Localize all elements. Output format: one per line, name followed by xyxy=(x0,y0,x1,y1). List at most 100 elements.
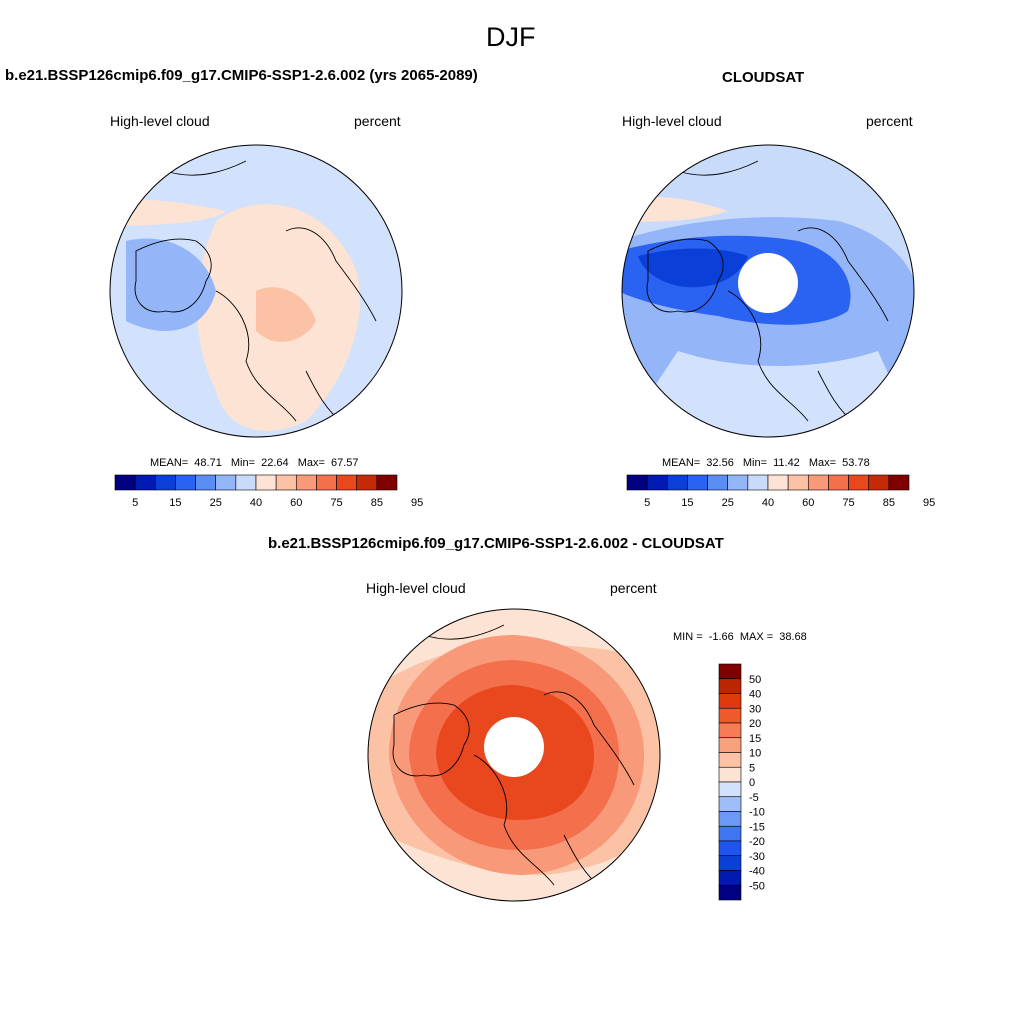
colorbar-swatch xyxy=(718,855,742,871)
colorbar-swatch xyxy=(787,474,809,491)
colorbar-tick-label: -40 xyxy=(749,866,765,878)
colorbar-swatch xyxy=(666,474,688,491)
panel2-max-value: 53.78 xyxy=(842,457,870,469)
colorbar-tick-label: 30 xyxy=(749,703,761,715)
panel1-colorbar: 5 15 25 40 60 75 85 95 xyxy=(114,474,423,509)
colorbar-swatch xyxy=(215,474,237,491)
colorbar-swatch xyxy=(718,707,742,724)
panel2-coastlines xyxy=(646,160,889,427)
colorbar-swatch xyxy=(626,474,648,491)
panel1-min-label: Min= xyxy=(230,457,256,469)
colorbar-tick-label: 60 xyxy=(802,497,814,509)
colorbar-swatch xyxy=(718,811,742,827)
panel2-mean-value: 32.56 xyxy=(706,457,734,469)
colorbar-tick-label: 25 xyxy=(210,497,222,509)
colorbar-tick-label: 95 xyxy=(411,497,423,509)
colorbar-swatch xyxy=(316,474,337,491)
colorbar-swatch xyxy=(255,474,277,491)
panel1-mean-value: 48.71 xyxy=(194,457,222,469)
panel1-min-value: 22.64 xyxy=(261,457,289,469)
panel1-stats: MEAN= 48.71 Min= 22.64 Max= 67.57 xyxy=(150,457,359,469)
colorbar-tick-label: -10 xyxy=(749,807,765,819)
colorbar-swatch xyxy=(747,474,769,491)
colorbar-swatch xyxy=(727,474,749,491)
colorbar-tick-label: 85 xyxy=(371,497,383,509)
colorbar-swatch xyxy=(336,474,358,491)
panel3-coastlines xyxy=(392,624,635,891)
panel2-pole-hole xyxy=(738,253,798,313)
colorbar-tick-label: 5 xyxy=(749,762,755,774)
colorbar-tick-label: 5 xyxy=(644,497,650,509)
colorbar-swatch xyxy=(718,781,742,798)
colorbar-swatch xyxy=(848,474,870,491)
panel2-map-border xyxy=(621,144,915,438)
panel3-min-value: -1.66 xyxy=(708,631,734,643)
panel2-colorbar: 5 15 25 40 60 75 85 95 xyxy=(626,474,935,509)
panel2-min-value: 11.42 xyxy=(773,457,800,469)
colorbar-tick-label: -5 xyxy=(749,792,759,804)
panel1-max-label: Max= xyxy=(297,457,325,469)
colorbar-swatch xyxy=(718,796,742,812)
colorbar-swatch xyxy=(718,884,742,901)
colorbar-swatch xyxy=(275,474,297,491)
colorbar-swatch xyxy=(295,474,317,491)
colorbar-swatch xyxy=(888,474,910,491)
colorbar-swatch xyxy=(718,663,742,680)
colorbar-swatch xyxy=(134,474,156,491)
colorbar-swatch xyxy=(195,474,217,491)
panel3-max-value: 38.68 xyxy=(779,631,807,643)
colorbar-tick-label: 75 xyxy=(330,497,342,509)
colorbar-swatch xyxy=(154,474,176,491)
panel3-polar-map xyxy=(367,608,661,902)
panel1-units-label: percent xyxy=(354,113,401,129)
colorbar-swatch xyxy=(718,766,742,783)
colorbar-tick-label: -30 xyxy=(749,851,765,863)
colorbar-swatch xyxy=(807,474,829,491)
colorbar-swatch xyxy=(718,678,742,694)
panel1-variable-label: High-level cloud xyxy=(110,113,210,129)
panel3-max-label: MAX = xyxy=(739,631,774,643)
colorbar-swatch xyxy=(828,474,849,491)
colorbar-tick-label: 95 xyxy=(923,497,935,509)
colorbar-swatch xyxy=(707,474,729,491)
colorbar-tick-label: 40 xyxy=(749,689,761,701)
colorbar-tick-label: 40 xyxy=(762,497,774,509)
colorbar-tick-label: 15 xyxy=(749,733,761,745)
colorbar-tick-label: 25 xyxy=(722,497,734,509)
colorbar-tick-label: 60 xyxy=(290,497,302,509)
panel2-min-label: Min= xyxy=(742,457,768,469)
colorbar-swatch xyxy=(376,474,398,491)
colorbar-swatch xyxy=(718,737,742,753)
colorbar-tick-label: -20 xyxy=(749,836,765,848)
colorbar-swatch xyxy=(175,474,196,491)
colorbar-tick-label: -50 xyxy=(749,880,765,892)
colorbar-swatch xyxy=(114,474,136,491)
colorbar-tick-label: 40 xyxy=(250,497,262,509)
panel3-map-border xyxy=(367,608,661,902)
panel1-mean-label: MEAN= xyxy=(150,457,189,469)
colorbar-swatch xyxy=(718,693,742,709)
colorbar-tick-label: 20 xyxy=(749,718,761,730)
colorbar-tick-label: 85 xyxy=(883,497,895,509)
colorbar-swatch xyxy=(718,722,742,739)
colorbar-swatch xyxy=(718,825,742,842)
colorbar-swatch xyxy=(235,474,257,491)
panel2-title: CLOUDSAT xyxy=(722,69,805,86)
panel3-units-label: percent xyxy=(610,580,657,596)
panel1-map-border xyxy=(109,144,403,438)
colorbar-tick-label: 15 xyxy=(169,497,181,509)
page-title: DJF xyxy=(486,22,536,52)
panel2-variable-label: High-level cloud xyxy=(622,113,722,129)
colorbar-swatch xyxy=(718,840,742,857)
colorbar-swatch xyxy=(687,474,708,491)
panel2-units-label: percent xyxy=(866,113,913,129)
panel2-max-label: Max= xyxy=(808,457,837,469)
panel1-title: b.e21.BSSP126cmip6.f09_g17.CMIP6-SSP1-2.… xyxy=(5,67,478,84)
colorbar-tick-label: 75 xyxy=(842,497,854,509)
panel2-stats: MEAN= 32.56 Min= 11.42 Max= 53.78 xyxy=(662,457,870,469)
colorbar-swatch xyxy=(646,474,668,491)
panel2-mean-label: MEAN= xyxy=(662,457,701,469)
panel1-polar-map xyxy=(109,144,403,438)
colorbar-swatch xyxy=(718,870,742,886)
